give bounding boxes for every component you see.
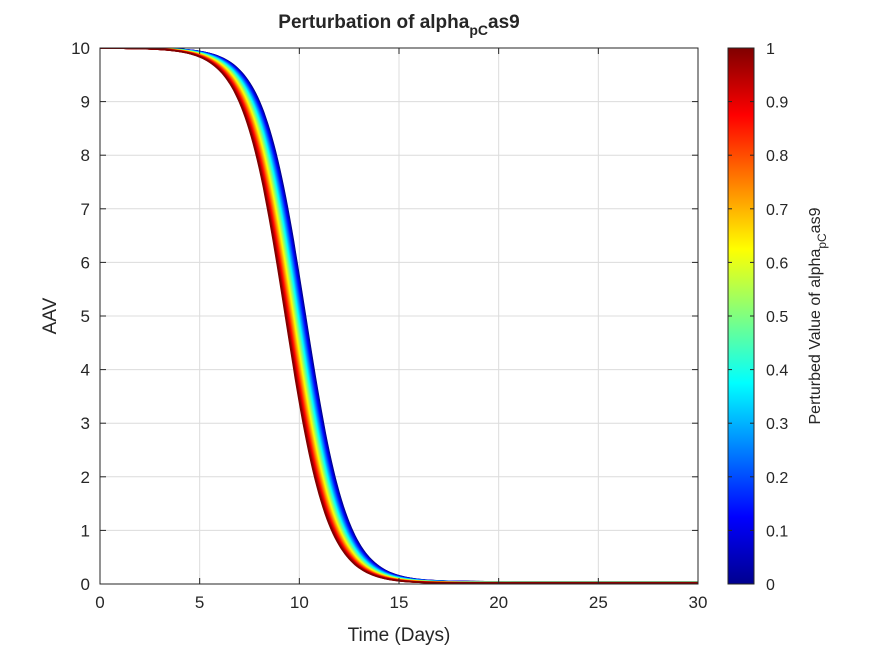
colorbar-tick-label: 0.9 bbox=[766, 95, 788, 112]
colorbar-tick-label: 0.1 bbox=[766, 523, 788, 540]
colorbar-ticks: 0 0.1 0.2 0.3 0.4 0.5 0.6 0.7 0.8 0.9 1 bbox=[728, 41, 788, 594]
y-tick-label: 1 bbox=[81, 521, 90, 540]
x-tick-label: 20 bbox=[489, 593, 508, 612]
chart-title: Perturbation of alphapCas9 bbox=[278, 12, 519, 38]
y-tick-label: 3 bbox=[81, 414, 90, 433]
colorbar-tick-label: 0.6 bbox=[766, 255, 788, 272]
chart-title-subscript: pC bbox=[469, 22, 488, 38]
chart-title-main: Perturbation of alpha bbox=[278, 12, 470, 33]
y-tick-label: 6 bbox=[81, 253, 90, 272]
y-tick-label: 4 bbox=[81, 361, 90, 380]
y-tick-label: 2 bbox=[81, 468, 90, 487]
y-tick-label: 0 bbox=[81, 575, 90, 594]
colorbar-tick-label: 0.2 bbox=[766, 470, 788, 487]
x-axis-ticks: 0 5 10 15 20 25 30 bbox=[95, 48, 707, 612]
colorbar-tick-label: 1 bbox=[766, 41, 775, 58]
x-tick-label: 25 bbox=[589, 593, 608, 612]
x-tick-label: 15 bbox=[390, 593, 409, 612]
colorbar-tick-label: 0 bbox=[766, 577, 775, 594]
y-tick-label: 7 bbox=[81, 200, 90, 219]
y-axis-ticks: 0 1 2 3 4 5 6 7 8 9 10 bbox=[71, 39, 698, 594]
colorbar-tick-label: 0.5 bbox=[766, 309, 788, 326]
colorbar-tick-label: 0.7 bbox=[766, 202, 788, 219]
x-axis-label: Time (Days) bbox=[348, 625, 451, 646]
colorbar-label-tail: as9 bbox=[807, 207, 824, 233]
y-tick-label: 9 bbox=[81, 93, 90, 112]
colorbar bbox=[727, 47, 755, 585]
colorbar-label-main: Perturbed Value of alpha bbox=[807, 249, 824, 425]
colorbar-tick-label: 0.4 bbox=[766, 363, 788, 380]
x-tick-label: 30 bbox=[689, 593, 708, 612]
y-tick-label: 5 bbox=[81, 307, 90, 326]
chart-title-tail: as9 bbox=[488, 12, 520, 33]
colorbar-tick-label: 0.8 bbox=[766, 148, 788, 165]
colorbar-label-subscript: pC bbox=[815, 233, 829, 249]
colorbar-label: Perturbed Value of alphapCas9 bbox=[807, 207, 829, 424]
y-axis-label: AAV bbox=[40, 297, 61, 334]
x-tick-label: 5 bbox=[195, 593, 204, 612]
colorbar-tick-label: 0.3 bbox=[766, 416, 788, 433]
y-tick-label: 8 bbox=[81, 146, 90, 165]
x-tick-label: 10 bbox=[290, 593, 309, 612]
x-tick-label: 0 bbox=[95, 593, 104, 612]
y-tick-label: 10 bbox=[71, 39, 90, 58]
